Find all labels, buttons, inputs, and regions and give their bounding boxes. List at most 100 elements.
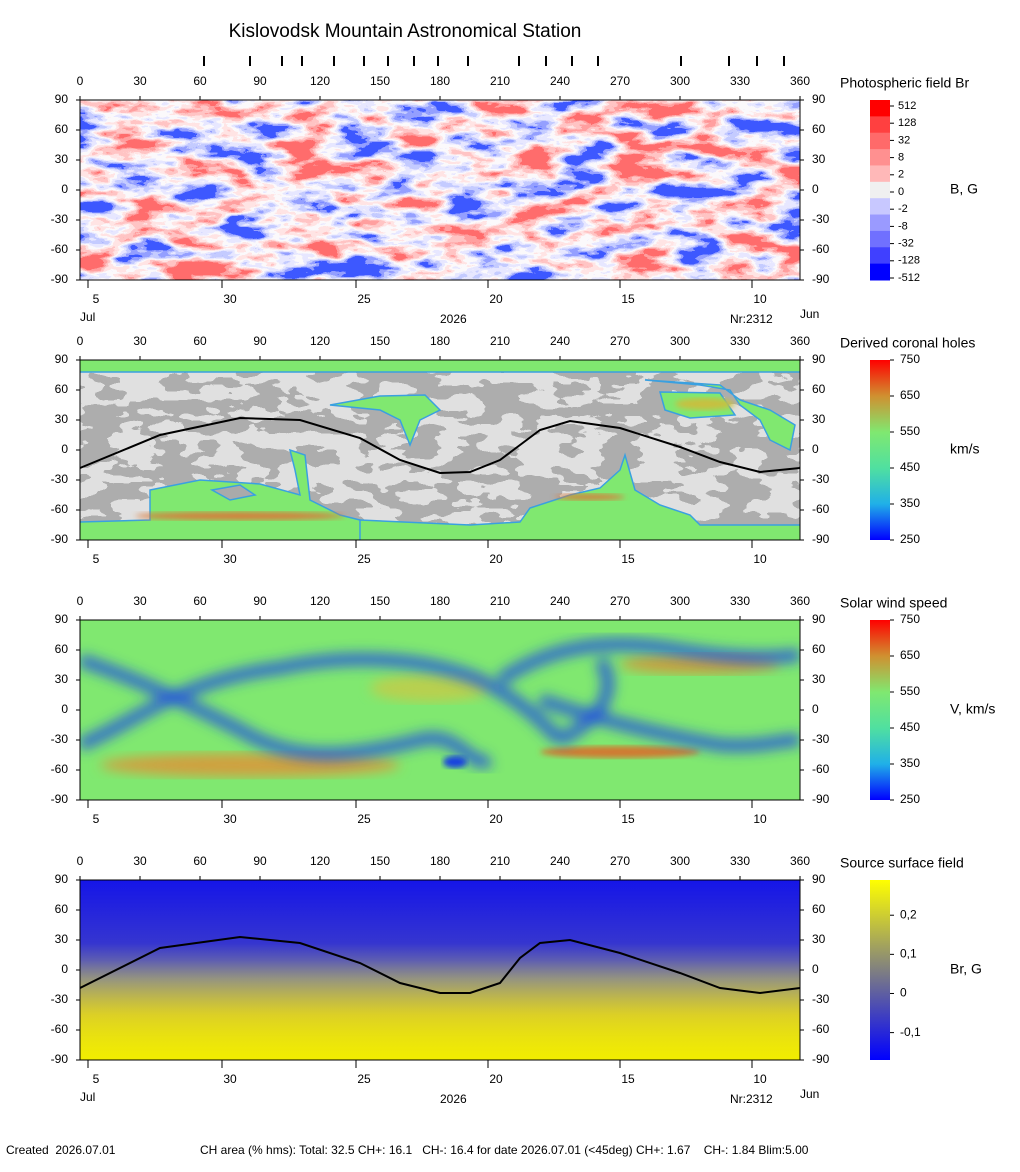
x-tick-label: 330 (730, 594, 750, 608)
x-tick-label: 210 (490, 74, 510, 88)
y-tick-label: 30 (55, 152, 69, 166)
date-tick-label: 15 (621, 292, 635, 306)
x-tick-label: 0 (77, 74, 84, 88)
colorbar-tick-label: -512 (898, 272, 920, 284)
x-tick-label: 120 (310, 74, 330, 88)
y-tick-label: 90 (55, 352, 69, 366)
y-tick-label: 0 (812, 702, 819, 716)
y-tick-label: 30 (812, 932, 826, 946)
colorbar-segment (870, 198, 890, 216)
y-tick-label: 90 (812, 352, 826, 366)
colorbar (870, 880, 890, 1060)
x-tick-label: 150 (370, 594, 390, 608)
date-tick-label: 20 (489, 812, 503, 826)
colorbar-tick-label: -0,1 (900, 1025, 921, 1039)
y-tick-label: -90 (812, 532, 830, 546)
y-tick-label: 30 (55, 932, 69, 946)
date-tick-label: 5 (93, 552, 100, 566)
end-month: Jun (800, 1087, 819, 1101)
colorbar-segment (870, 132, 890, 150)
end-month: Jun (800, 307, 819, 321)
y-tick-label: -60 (812, 1022, 830, 1036)
x-tick-label: 240 (550, 854, 570, 868)
colorbar-tick-label: 450 (900, 460, 920, 474)
x-tick-label: 60 (193, 854, 207, 868)
x-tick-label: 240 (550, 594, 570, 608)
x-tick-label: 180 (430, 334, 450, 348)
y-tick-label: -60 (51, 1022, 69, 1036)
x-tick-label: 120 (310, 334, 330, 348)
colorbar-tick-label: 32 (898, 134, 910, 146)
colorbar-tick-label: 750 (900, 352, 920, 366)
colorbar-tick-label: 250 (900, 532, 920, 546)
date-tick-label: 15 (621, 1072, 635, 1086)
x-tick-label: 180 (430, 594, 450, 608)
ch-area-stats: CH area (% hms): Total: 32.5 CH+: 16.1 C… (200, 1143, 809, 1157)
x-tick-label: 360 (790, 334, 810, 348)
date-tick-label: 20 (489, 552, 503, 566)
x-tick-label: 0 (77, 334, 84, 348)
y-tick-label: -30 (51, 212, 69, 226)
panel-title: Solar wind speed (840, 595, 947, 611)
y-tick-label: 60 (812, 122, 826, 136)
x-tick-label: 330 (730, 74, 750, 88)
y-tick-label: 30 (55, 672, 69, 686)
colorbar-tick-label: 350 (900, 496, 920, 510)
y-tick-label: 60 (812, 382, 826, 396)
colorbar-tick-label: 2 (898, 169, 904, 181)
y-tick-label: -30 (51, 472, 69, 486)
y-tick-label: 0 (61, 702, 68, 716)
colorbar-tick-label: -8 (898, 220, 908, 232)
date-tick-label: 30 (223, 292, 237, 306)
colorbar-tick-label: 350 (900, 756, 920, 770)
y-tick-label: 90 (55, 612, 69, 626)
colorbar-label: V, km/s (950, 701, 995, 717)
date-tick-label: 5 (93, 1072, 100, 1086)
date-tick-label: 25 (357, 552, 371, 566)
y-tick-label: 60 (55, 382, 69, 396)
carrington-rotation: Nr:2312 (730, 312, 773, 326)
y-tick-label: 90 (812, 612, 826, 626)
x-tick-label: 270 (610, 334, 630, 348)
x-tick-label: 30 (133, 74, 147, 88)
source-surface-map (80, 880, 800, 1060)
colorbar-segment (870, 181, 890, 199)
y-tick-label: 0 (812, 442, 819, 456)
colorbar-label: Br, G (950, 961, 982, 977)
colorbar-tick-label: 0 (900, 986, 907, 1000)
x-tick-label: 360 (790, 854, 810, 868)
x-tick-label: 0 (77, 594, 84, 608)
colorbar-tick-label: 0,1 (900, 947, 917, 961)
y-tick-label: -30 (51, 732, 69, 746)
colorbar-tick-label: 0 (898, 186, 904, 198)
x-tick-label: 270 (610, 854, 630, 868)
y-tick-label: 60 (55, 642, 69, 656)
colorbar-segment (870, 100, 890, 117)
colorbar-tick-label: -2 (898, 203, 908, 215)
date-tick-label: 10 (753, 552, 767, 566)
photospheric-map (80, 100, 800, 280)
x-tick-label: 180 (430, 74, 450, 88)
colorbar-tick-label: -128 (898, 255, 920, 267)
colorbar-tick-label: 750 (900, 612, 920, 626)
colorbar-label: B, G (950, 181, 978, 197)
date-tick-label: 25 (357, 812, 371, 826)
date-tick-label: 20 (489, 292, 503, 306)
colorbar-segment (870, 214, 890, 232)
y-tick-label: -90 (812, 1052, 830, 1066)
colorbar-segment (870, 149, 890, 166)
carrington-rotation: Nr:2312 (730, 1092, 773, 1106)
x-tick-label: 300 (670, 854, 690, 868)
date-tick-label: 5 (93, 292, 100, 306)
y-tick-label: -30 (51, 992, 69, 1006)
y-tick-label: 0 (61, 442, 68, 456)
colorbar-tick-label: 450 (900, 720, 920, 734)
y-tick-label: -60 (51, 242, 69, 256)
colorbar-tick-label: 0,2 (900, 907, 917, 921)
y-tick-label: 90 (55, 872, 69, 886)
y-tick-label: 30 (55, 412, 69, 426)
panel-title: Derived coronal holes (840, 335, 975, 351)
y-tick-label: -90 (812, 272, 830, 286)
x-tick-label: 0 (77, 854, 84, 868)
